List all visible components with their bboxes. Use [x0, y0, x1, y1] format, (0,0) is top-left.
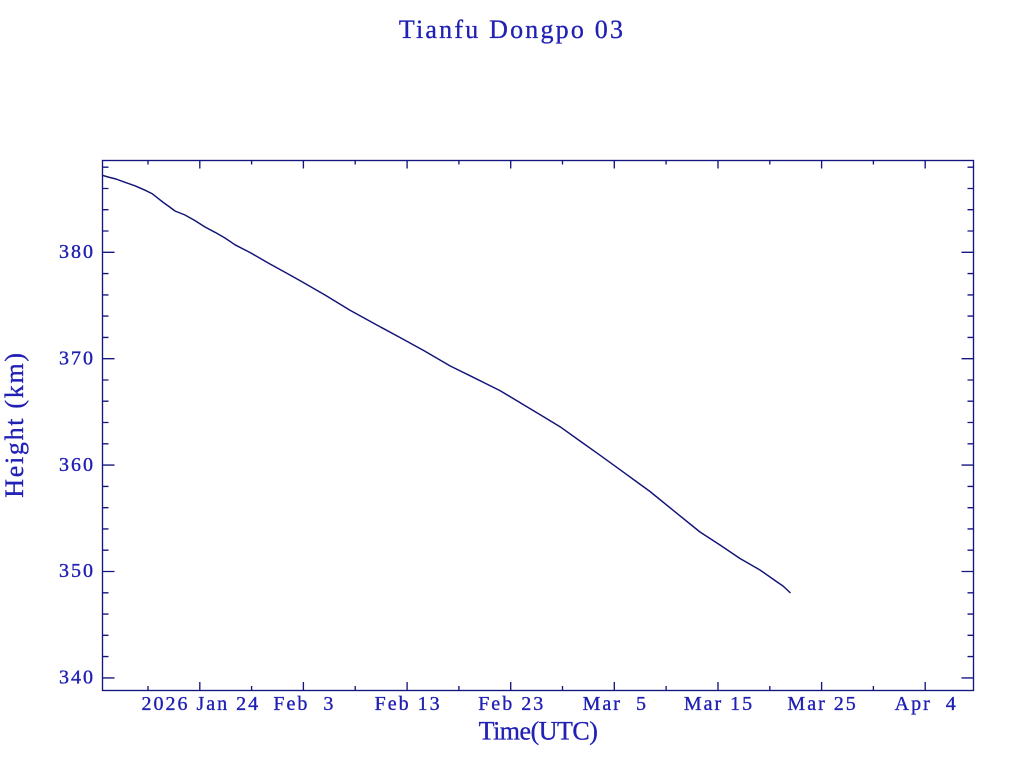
svg-text:Feb 3: Feb 3	[273, 693, 335, 715]
svg-text:370: 370	[59, 347, 95, 369]
svg-text:Height (km): Height (km)	[0, 351, 29, 498]
svg-text:Mar 25: Mar 25	[787, 693, 857, 715]
svg-text:Time(UTC): Time(UTC)	[479, 716, 598, 745]
svg-text:360: 360	[59, 454, 95, 476]
svg-text:Mar 15: Mar 15	[684, 693, 754, 715]
svg-text:2026 Jan 24: 2026 Jan 24	[141, 693, 260, 715]
svg-text:Tianfu Dongpo 03: Tianfu Dongpo 03	[399, 15, 625, 44]
svg-text:Feb 23: Feb 23	[478, 693, 545, 715]
svg-text:340: 340	[59, 667, 95, 689]
svg-text:350: 350	[59, 560, 95, 582]
svg-text:Mar 5: Mar 5	[583, 693, 648, 715]
svg-text:380: 380	[59, 241, 95, 263]
svg-text:Feb 13: Feb 13	[375, 693, 442, 715]
svg-text:Apr 4: Apr 4	[895, 693, 958, 715]
